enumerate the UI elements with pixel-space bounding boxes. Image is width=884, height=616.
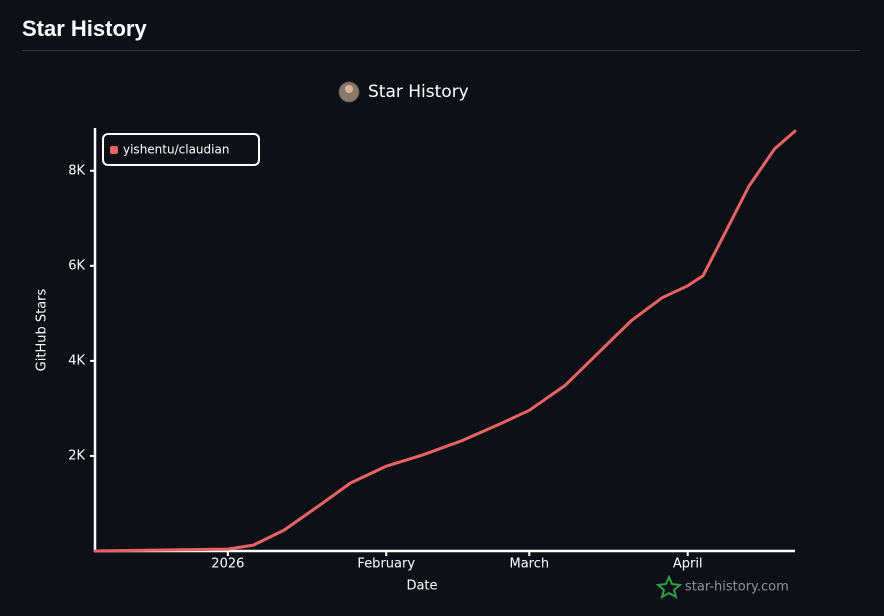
legend-label: yishentu/claudian <box>123 143 229 157</box>
legend-swatch <box>110 146 118 154</box>
y-axis-label: GitHub Stars <box>35 288 50 371</box>
x-tick-label: April <box>673 557 703 572</box>
x-tick-label: March <box>509 557 549 572</box>
avatar-face <box>345 85 353 93</box>
series-line <box>93 129 797 553</box>
watermark-logo <box>655 574 683 600</box>
x-axis-label: Date <box>406 579 437 594</box>
chart-title: Star History <box>368 82 469 102</box>
separator <box>22 50 860 51</box>
y-tick-label: 4K <box>68 353 85 368</box>
y-tick-label: 8K <box>68 163 85 178</box>
y-tick-label: 2K <box>68 448 85 463</box>
y-tick-label: 6K <box>68 258 85 273</box>
legend-box <box>102 133 260 166</box>
x-tick-label: 2026 <box>211 557 244 572</box>
x-tick-label: February <box>357 557 415 572</box>
watermark: star-history.com <box>685 580 789 595</box>
page-title: Star History <box>22 16 147 41</box>
